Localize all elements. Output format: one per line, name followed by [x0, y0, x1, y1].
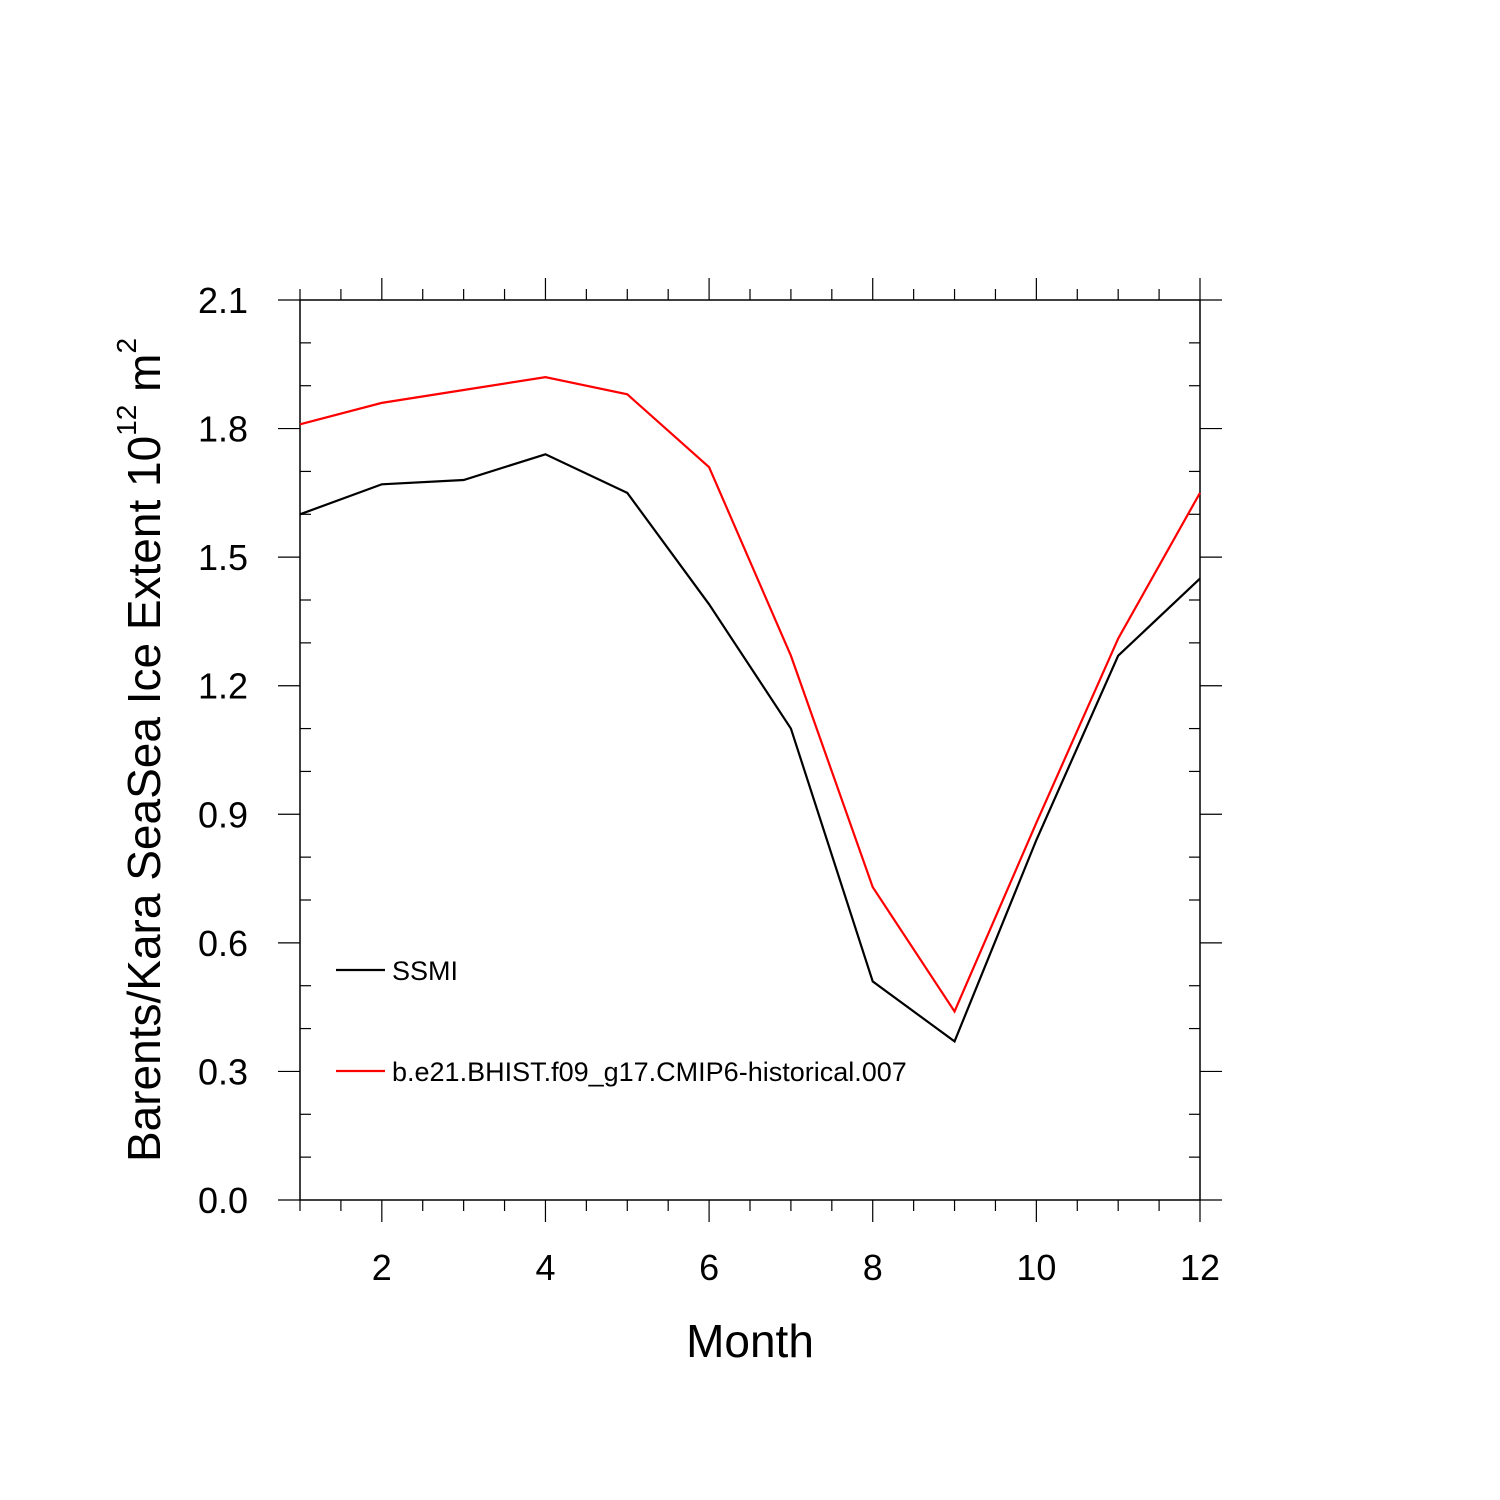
legend-label-1: b.e21.BHIST.f09_g17.CMIP6-historical.007	[392, 1057, 907, 1087]
y-axis-title-exponent: 12	[111, 405, 142, 436]
y-axis-title-unit: m	[118, 354, 170, 405]
x-tick-label: 8	[863, 1247, 883, 1288]
y-axis-title-unit-exponent: 2	[111, 338, 142, 354]
x-axis-title: Month	[686, 1315, 814, 1367]
x-tick-label: 4	[535, 1247, 555, 1288]
legend-label-0: SSMI	[392, 956, 458, 986]
y-axis-title-main: Barents/Kara SeaSea Ice Extent 10	[118, 436, 170, 1162]
y-tick-label: 1.8	[198, 409, 248, 450]
series-lines	[299, 376, 1201, 1044]
y-axis-title: Barents/Kara SeaSea Ice Extent 1012 m2	[111, 338, 170, 1162]
y-tick-label: 1.5	[198, 537, 248, 578]
series-line-0	[299, 453, 1201, 1044]
axis-tick-labels: 2 4 6 8 10 12 0.0 0.3 0.6 0.9 1.2 1.5 1.8 2.1	[198, 280, 1220, 1288]
y-tick-label: 0.6	[198, 923, 248, 964]
series-line-1	[299, 376, 1201, 1014]
legend: SSMI b.e21.BHIST.f09_g17.CMIP6-historical…	[336, 956, 907, 1087]
x-tick-label: 2	[372, 1247, 392, 1288]
y-tick-label: 1.2	[198, 666, 248, 707]
x-tick-label: 12	[1180, 1247, 1220, 1288]
x-tick-label: 6	[699, 1247, 719, 1288]
x-tick-label: 10	[1016, 1247, 1056, 1288]
y-tick-label: 2.1	[198, 280, 248, 321]
y-tick-label: 0.3	[198, 1051, 248, 1092]
y-tick-label: 0.0	[198, 1180, 248, 1221]
y-tick-label: 0.9	[198, 794, 248, 835]
